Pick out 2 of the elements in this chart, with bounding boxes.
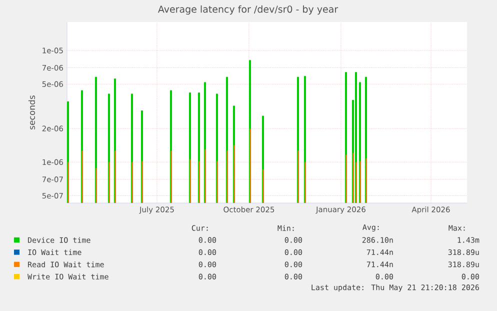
y-axis-title: seconds: [28, 96, 36, 130]
chart-title: Average latency for /dev/sr0 - by year: [158, 5, 338, 15]
